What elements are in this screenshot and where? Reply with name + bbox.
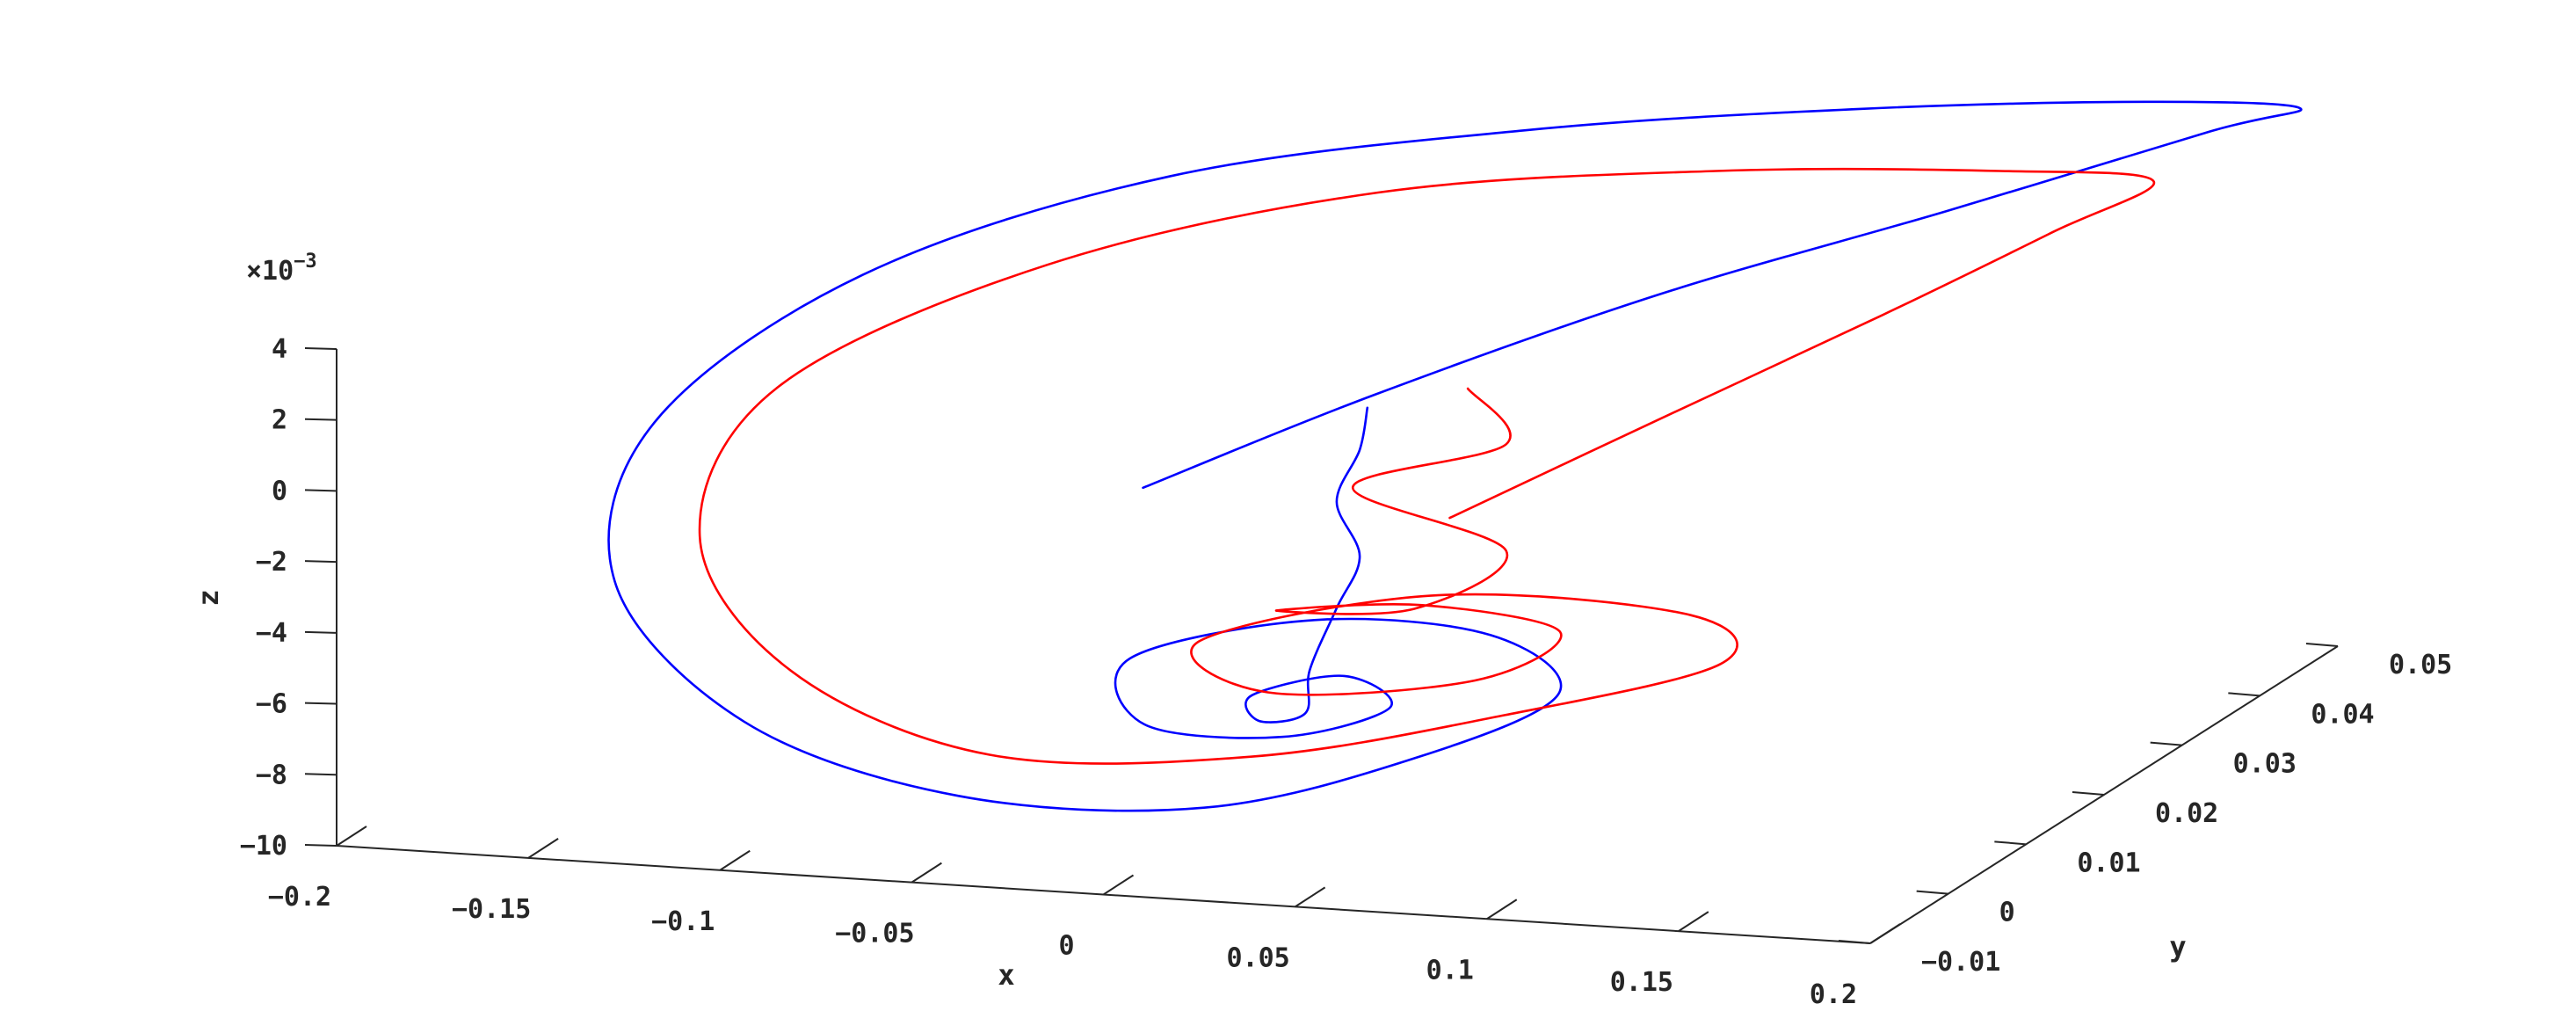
z-tick-mark: [304, 347, 337, 350]
x-tick-mark: [1295, 886, 1326, 908]
x-tick-mark: [527, 838, 559, 859]
y-tick-label: 0.01: [2077, 847, 2140, 878]
y-tick-label: 0: [1999, 898, 2015, 928]
z-tick-label: −6: [256, 689, 287, 720]
z-tick-mark: [304, 630, 337, 634]
y-tick-mark: [2228, 692, 2260, 697]
z-tick-mark: [304, 844, 337, 847]
axes: −0.2 −0.15 −0.1 −0.05 0 0.05 0.1 0.15 0.2 −0.01 0 0…: [192, 251, 2452, 1010]
x-tick-mark: [1102, 874, 1135, 896]
z-tick-label: −10: [240, 831, 287, 862]
x-tick-label: −0.1: [651, 906, 715, 937]
x-tick-mark: [911, 862, 942, 884]
z-tick-mark: [304, 702, 337, 705]
x-tick-label: −0.05: [835, 919, 914, 949]
y-tick-label: 0.03: [2233, 749, 2297, 780]
z-tick-label: −2: [256, 547, 287, 578]
x-tick-mark: [1678, 911, 1709, 932]
x-tick-mark: [1486, 898, 1518, 920]
y-tick-mark: [2150, 741, 2182, 746]
z-tick-mark: [304, 418, 337, 421]
x-tick-mark: [336, 826, 367, 847]
y-tick-mark: [1994, 840, 2027, 846]
x-axis-label: x: [998, 958, 1014, 992]
series-line-blue: [607, 100, 2303, 812]
z-tick-label: −4: [256, 618, 287, 649]
series-group: [607, 100, 2303, 812]
y-tick-label: −0.01: [1921, 947, 2000, 978]
z-tick-mark: [304, 560, 337, 564]
y-tick-label: 0.02: [2155, 798, 2218, 829]
z-tick-mark: [304, 773, 337, 776]
y-tick-label: 0.04: [2311, 699, 2374, 730]
z-tick-label: 4: [272, 334, 287, 365]
z-tick-mark: [304, 489, 337, 492]
x-tick-label: 0.1: [1426, 955, 1474, 986]
z-tick-label: 0: [272, 476, 287, 506]
z-tick-label: 2: [272, 405, 287, 436]
y-tick-mark: [2305, 643, 2339, 647]
x-tick-mark: [719, 849, 751, 871]
z-exponent-label: ×10−3: [246, 251, 317, 287]
y-tick-mark: [1838, 940, 1871, 944]
x-tick-label: −0.2: [268, 882, 331, 913]
y-tick-mark: [1916, 890, 1948, 895]
x-tick-label: 0: [1058, 931, 1074, 962]
x-tick-label: 0.05: [1227, 942, 1290, 973]
series-line-red: [698, 167, 2156, 765]
x-tick-label: 0.15: [1610, 967, 1673, 998]
x-tick-mark: [1869, 923, 1901, 944]
z-axis-label: z: [192, 589, 225, 606]
z-tick-label: −8: [256, 760, 287, 790]
x-tick-label: 0.2: [1810, 979, 1857, 1010]
y-axis-label: y: [2169, 930, 2186, 964]
y-tick-label: 0.05: [2389, 650, 2452, 680]
y-tick-mark: [2072, 791, 2105, 796]
x-tick-label: −0.15: [452, 894, 531, 925]
